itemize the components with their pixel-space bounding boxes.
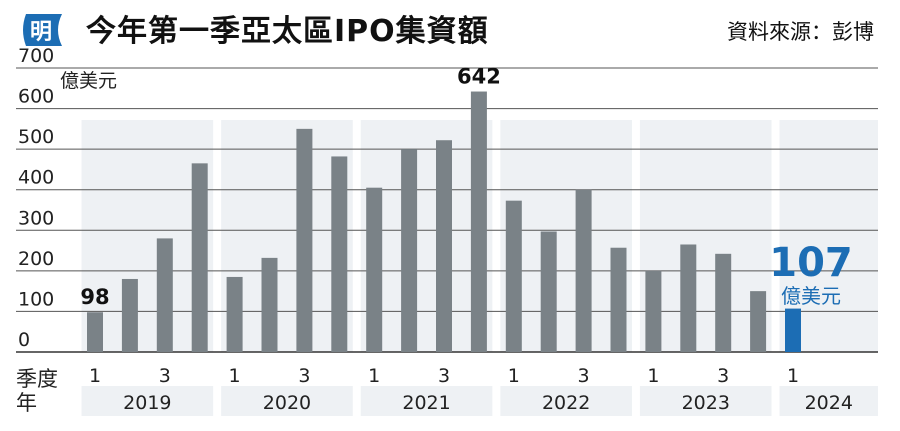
year-labels: 2019 2020 2021 2022 2023 2024 — [81, 386, 878, 416]
bar-2021-q2 — [401, 149, 418, 352]
y-tick-100: 100 — [18, 288, 54, 310]
year-label-2020: 2020 — [263, 392, 311, 414]
quarter-tick-2020-q1: 1 — [229, 365, 241, 387]
year-band-2019 — [81, 120, 214, 352]
bar-2021-q3 — [436, 140, 452, 352]
bar-2022-q3 — [575, 189, 592, 352]
year-label-2019: 2019 — [123, 392, 171, 414]
bar-2021-q1 — [366, 187, 383, 352]
logo-glyph: 明 — [30, 20, 52, 45]
year-bands — [81, 120, 878, 352]
newspaper-logo-icon: 明 — [23, 14, 62, 46]
year-label-2024: 2024 — [805, 392, 853, 414]
year-strip-2021 — [360, 386, 493, 416]
y-tick-600: 600 — [18, 86, 54, 108]
data-label-642: 642 — [457, 65, 501, 89]
y-tick-0: 0 — [18, 329, 30, 351]
bar-2020-q3 — [296, 128, 313, 352]
bar-2019-q4 — [191, 163, 208, 352]
bar-2022-q1 — [505, 200, 522, 352]
bar-2023-q4 — [750, 291, 767, 352]
quarter-tick-labels: 1 3 1 3 1 3 1 3 1 3 1 — [89, 365, 799, 387]
bar-2019-q2 — [121, 278, 138, 352]
quarter-axis-caption: 季度 — [16, 367, 58, 391]
year-label-2022: 2022 — [542, 392, 590, 414]
y-tick-300: 300 — [18, 207, 54, 229]
y-tick-labels: 0 100 200 300 400 500 600 700 — [18, 45, 54, 351]
year-band-2023 — [639, 120, 772, 352]
year-band-2022 — [500, 120, 632, 352]
bar-2023-q2 — [680, 244, 697, 352]
quarter-tick-2024-q1: 1 — [787, 365, 799, 387]
bar-2023-q1 — [645, 270, 662, 352]
bar-2022-q4 — [610, 247, 627, 352]
quarter-tick-2023-q3: 3 — [717, 365, 729, 387]
year-axis-caption: 年 — [16, 391, 37, 415]
y-tick-500: 500 — [18, 126, 54, 148]
y-unit-label: 億美元 — [60, 70, 117, 92]
y-tick-700: 700 — [18, 45, 54, 67]
bar-2020-q1 — [226, 276, 243, 352]
quarter-tick-2019-q3: 3 — [159, 365, 171, 387]
quarter-tick-2020-q3: 3 — [298, 365, 310, 387]
quarter-tick-2023-q1: 1 — [647, 365, 659, 387]
y-tick-400: 400 — [18, 167, 54, 189]
year-strip-2024 — [779, 386, 878, 416]
year-label-2021: 2021 — [402, 392, 450, 414]
source-note: 資料來源：彭博 — [727, 20, 874, 44]
data-label-98: 98 — [80, 285, 109, 309]
quarter-tick-2022-q1: 1 — [508, 365, 520, 387]
year-strip-2022 — [500, 386, 632, 416]
year-strip-2023 — [639, 386, 772, 416]
bar-2019-q1 — [87, 312, 103, 352]
year-strip-2019 — [81, 386, 214, 416]
y-tick-200: 200 — [18, 248, 54, 270]
bars — [87, 91, 801, 352]
bar-2019-q3 — [156, 238, 173, 352]
bar-2020-q4 — [331, 156, 348, 352]
highlight-unit-label: 億美元 — [781, 284, 841, 308]
quarter-tick-2021-q3: 3 — [438, 365, 450, 387]
chart-title: 今年第一季亞太區IPO集資額 — [86, 14, 489, 49]
bar-2023-q3 — [715, 253, 732, 352]
year-label-2023: 2023 — [682, 392, 730, 414]
bar-2022-q2 — [540, 231, 557, 352]
quarter-tick-2021-q1: 1 — [368, 365, 380, 387]
quarter-tick-2022-q3: 3 — [578, 365, 590, 387]
year-band-2021 — [360, 120, 493, 352]
bar-2024-q1 — [785, 308, 801, 352]
year-strip-2020 — [221, 386, 353, 416]
bar-2020-q2 — [261, 257, 278, 352]
highlight-value-label: 107 — [769, 240, 853, 286]
bar-2021-q4 — [470, 91, 487, 352]
year-band-2020 — [221, 120, 353, 352]
quarter-tick-2019-q1: 1 — [89, 365, 101, 387]
